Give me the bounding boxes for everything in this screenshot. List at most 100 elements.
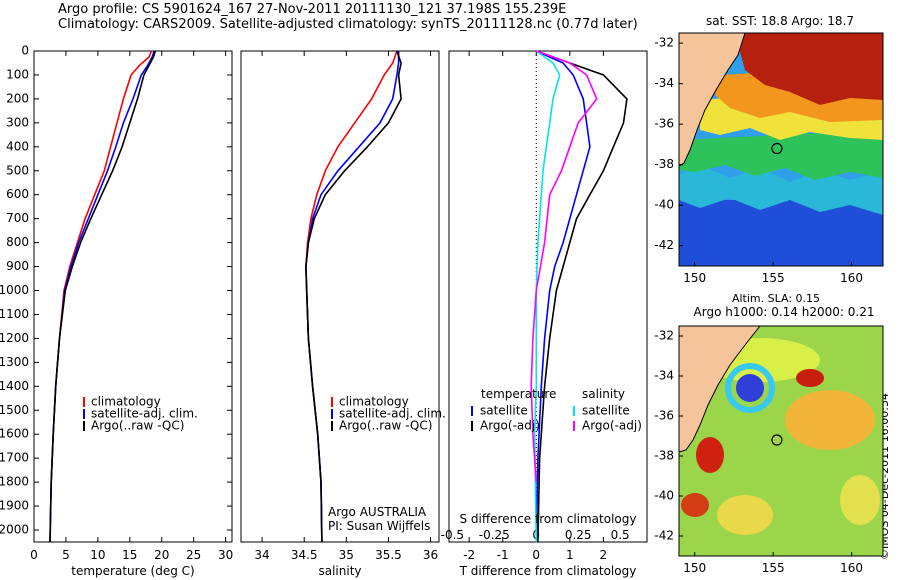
legend-label-satellite: satellite-adj. clim. bbox=[91, 407, 198, 421]
sla-warm-eddy-3 bbox=[681, 493, 709, 517]
depth-tick-label: 1300 bbox=[0, 355, 29, 369]
map-x-tick-label: 155 bbox=[762, 561, 785, 575]
sla-yellow-patch-2 bbox=[717, 495, 773, 535]
x-tick-label: 5 bbox=[62, 548, 70, 562]
depth-tick-label: 400 bbox=[6, 139, 29, 153]
legend-title-salinity: salinity bbox=[582, 387, 625, 401]
map-x-tick-label: 150 bbox=[683, 561, 706, 575]
difference-x-ticks: -2 -1 0 1 2-0.5 -0.25 0 0.25 0.5 bbox=[441, 51, 630, 562]
sst-cold-band bbox=[679, 200, 883, 266]
x-tick-label: 35.5 bbox=[375, 548, 402, 562]
x-tick-label: 34 bbox=[254, 548, 269, 562]
sla-map-ticks: 150 155 160 -32 -34 -36 -38 -40 -42 bbox=[654, 329, 863, 576]
argo-position-marker bbox=[771, 142, 783, 155]
x-tick-label: -1 bbox=[497, 548, 509, 562]
series-line-satellite bbox=[535, 50, 591, 543]
t-difference-x-label: T difference from climatology bbox=[459, 564, 637, 578]
map-y-tick-label: -34 bbox=[654, 76, 674, 90]
x2-tick-label: 0.5 bbox=[611, 528, 630, 542]
salinity-panel: 34 34.5 35 35.5 36 salinity climatology sate… bbox=[240, 50, 446, 578]
series-line-satellite bbox=[533, 50, 561, 543]
x-tick-label: 1 bbox=[566, 548, 574, 562]
temperature-series bbox=[49, 50, 157, 543]
x-tick-label: 30 bbox=[218, 548, 233, 562]
map-y-tick-label: -34 bbox=[654, 369, 674, 383]
map-y-tick-label: -38 bbox=[654, 157, 674, 171]
sla-orange-patch bbox=[785, 390, 875, 450]
salinity-series bbox=[305, 50, 402, 543]
map-y-tick-label: -42 bbox=[654, 238, 674, 252]
map-x-tick-label: 150 bbox=[683, 271, 706, 285]
depth-tick-label: 1800 bbox=[0, 475, 29, 489]
legend-title-temperature: temperature bbox=[481, 387, 556, 401]
series-line-argo-raw-qc bbox=[49, 50, 157, 543]
x-tick-label: 36 bbox=[423, 548, 438, 562]
sla-map-panel: Altim. SLA: 0.15 Argo h1000: 0.14 h2000:… bbox=[654, 292, 884, 576]
map-x-tick-label: 160 bbox=[840, 561, 863, 575]
temperature-panel: 0 5 10 15 20 25 30 010020030040050060070080090… bbox=[0, 44, 647, 578]
sst-warm-core bbox=[735, 33, 883, 105]
depth-tick-label: 100 bbox=[6, 67, 29, 81]
sst-map-frame bbox=[678, 32, 884, 267]
depth-tick-label: 200 bbox=[6, 91, 29, 105]
sst-map-panel: sat. SST: 18.8 Argo: 18.7 150 155 160 -32 -3… bbox=[654, 14, 884, 285]
x-tick-label: 2 bbox=[600, 548, 608, 562]
sla-land-mask bbox=[679, 326, 760, 452]
series-line-argo-raw-qc bbox=[305, 50, 402, 543]
legend-label-t-satellite: satellite bbox=[480, 404, 528, 418]
legend-label-t-argo: Argo(-adj) bbox=[480, 419, 540, 433]
legend-label-s-satellite: satellite bbox=[582, 404, 630, 418]
x2-tick-label: -0.25 bbox=[479, 528, 510, 542]
argo-position-marker bbox=[771, 434, 783, 446]
x-tick-label: 35 bbox=[339, 548, 354, 562]
depth-tick-label: 500 bbox=[6, 163, 29, 177]
x-tick-label: 34.5 bbox=[291, 548, 318, 562]
map-x-tick-label: 160 bbox=[840, 271, 863, 285]
sst-map-ticks: 150 155 160 -32 -34 -36 -38 -40 -42 bbox=[654, 36, 863, 285]
x-tick-label: 0 bbox=[30, 548, 38, 562]
map-y-tick-label: -36 bbox=[654, 117, 674, 131]
s-difference-x-label: S difference from climatology bbox=[460, 512, 637, 526]
x-tick-label: 25 bbox=[186, 548, 201, 562]
sla-warm-eddy-2 bbox=[696, 437, 724, 473]
difference-panel: -2 -1 0 1 2-0.5 -0.25 0 0.25 0.5 T difference fr… bbox=[441, 50, 648, 578]
sla-map-frame bbox=[678, 325, 884, 557]
map-y-tick-label: -36 bbox=[654, 409, 674, 423]
salinity-legend: climatology satellite-adj. clim. Argo(..… bbox=[331, 395, 446, 433]
sst-land-mask bbox=[679, 33, 745, 166]
x-tick-label: 20 bbox=[154, 548, 169, 562]
difference-series bbox=[530, 50, 628, 543]
sla-coastline bbox=[679, 326, 761, 453]
sla-yellow-patch-3 bbox=[840, 475, 880, 525]
sst-map-field bbox=[679, 33, 883, 266]
difference-axes-frame bbox=[448, 50, 648, 543]
map-y-tick-label: -40 bbox=[654, 489, 674, 503]
legend-label-argo: Argo(..raw -QC) bbox=[91, 419, 184, 433]
series-line-argo-adj bbox=[530, 50, 598, 483]
sla-cold-eddy-rim bbox=[725, 363, 775, 413]
depth-tick-label: 800 bbox=[6, 235, 29, 249]
depth-tick-label: 900 bbox=[6, 259, 29, 273]
series-line-argo-adj bbox=[536, 50, 628, 543]
map-y-tick-label: -32 bbox=[654, 36, 674, 50]
x-tick-label: 15 bbox=[122, 548, 137, 562]
x2-tick-label: 0.25 bbox=[565, 528, 592, 542]
salinity-x-label: salinity bbox=[318, 564, 361, 578]
sla-map-title-2: Argo h1000: 0.14 h2000: 0.21 bbox=[694, 305, 875, 319]
sst-cyan-band bbox=[679, 165, 883, 215]
depth-tick-label: 0 bbox=[21, 44, 29, 58]
temperature-x-ticks: 0 5 10 15 20 25 30 bbox=[30, 51, 233, 562]
x2-tick-label: -0.5 bbox=[441, 528, 464, 542]
salinity-x-ticks: 34 34.5 35 35.5 36 bbox=[254, 51, 438, 562]
header-line-1: Argo profile: CS 5901624_167 27-Nov-2011… bbox=[58, 2, 567, 17]
map-y-tick-label: -32 bbox=[654, 329, 674, 343]
depth-tick-label: 1500 bbox=[0, 403, 29, 417]
depth-tick-label: 2000 bbox=[0, 523, 29, 537]
temperature-legend: climatology satellite-adj. clim. Argo(..… bbox=[83, 395, 198, 433]
legend-label-climatology: climatology bbox=[339, 395, 409, 409]
depth-tick-label: 1000 bbox=[0, 283, 29, 297]
x-tick-label: 10 bbox=[90, 548, 105, 562]
map-y-tick-label: -38 bbox=[654, 449, 674, 463]
sst-coastline bbox=[679, 33, 746, 167]
